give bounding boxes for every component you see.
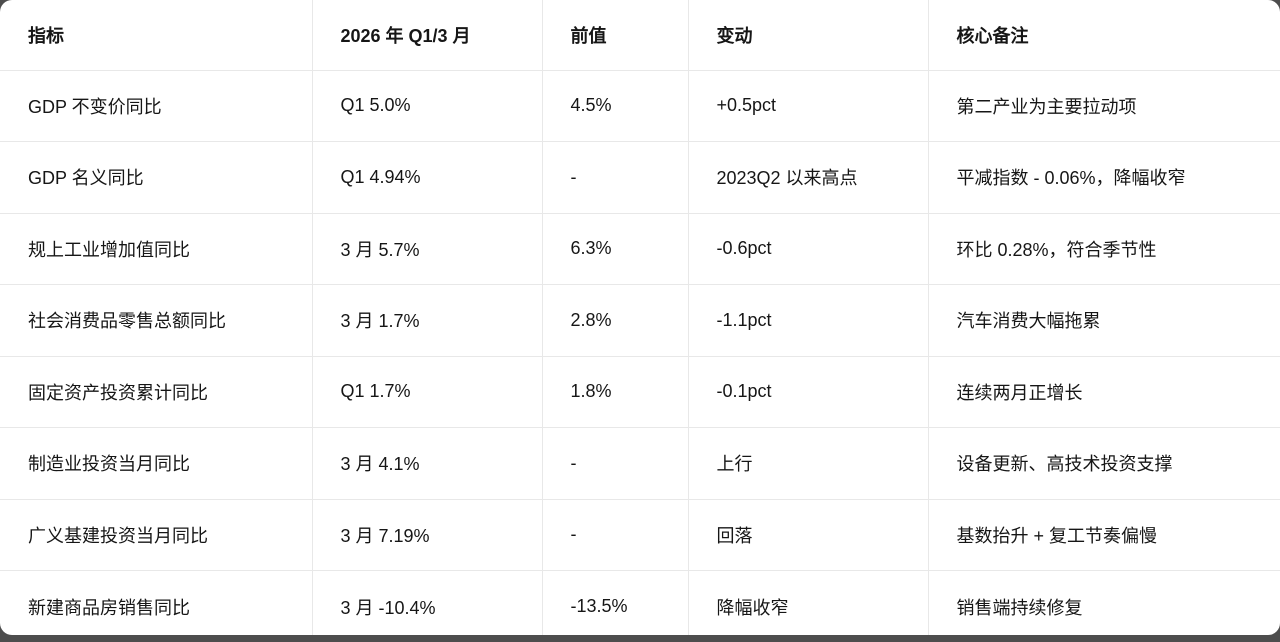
table-cell-change: 上行 — [688, 427, 929, 500]
table-cell-previous: - — [542, 141, 689, 214]
table-cell-note: 基数抬升 + 复工节奏偏慢 — [928, 499, 1280, 571]
table-row: 规上工业增加值同比 3 月 5.7% 6.3% -0.6pct 环比 0.28%，符合季… — [0, 213, 1280, 285]
table-cell-period_value: Q1 5.0% — [312, 70, 543, 142]
table-body: GDP 不变价同比 Q1 5.0% 4.5% +0.5pct 第二产业为主要拉动项 GDP… — [0, 70, 1280, 635]
table-cell-note: 平减指数 - 0.06%，降幅收窄 — [928, 141, 1280, 214]
table-cell-previous: 2.8% — [542, 284, 689, 357]
table-cell-note: 连续两月正增长 — [928, 356, 1280, 428]
table-cell-previous: 6.3% — [542, 213, 689, 285]
column-header-change: 变动 — [688, 0, 929, 71]
table-cell-indicator: 规上工业增加值同比 — [0, 213, 313, 285]
table-row: GDP 名义同比 Q1 4.94% -2023Q2 以来高点 平减指数 - 0.06%… — [0, 141, 1280, 214]
table-cell-period_value: Q1 4.94% — [312, 141, 543, 214]
table-cell-change: +0.5pct — [688, 70, 929, 142]
table-cell-period_value: Q1 1.7% — [312, 356, 543, 428]
table-cell-indicator: 广义基建投资当月同比 — [0, 499, 313, 571]
table-cell-previous: -13.5% — [542, 570, 689, 635]
table-cell-period_value: 3 月 -10.4% — [312, 570, 543, 635]
table-row: 新建商品房销售同比 3 月 -10.4% -13.5% 降幅收窄 销售端持续修复 — [0, 570, 1280, 635]
table-cell-indicator: GDP 不变价同比 — [0, 70, 313, 142]
table-cell-note: 汽车消费大幅拖累 — [928, 284, 1280, 357]
table-row: 广义基建投资当月同比 3 月 7.19% - 回落 基数抬升 + 复工节奏偏慢 — [0, 499, 1280, 571]
table-cell-period_value: 3 月 4.1% — [312, 427, 543, 500]
table-cell-indicator: 固定资产投资累计同比 — [0, 356, 313, 428]
table-cell-indicator: 新建商品房销售同比 — [0, 570, 313, 635]
table-row: 制造业投资当月同比 3 月 4.1% - 上行 设备更新、高技术投资支撑 — [0, 427, 1280, 500]
table-cell-note: 环比 0.28%，符合季节性 — [928, 213, 1280, 285]
table-cell-note: 设备更新、高技术投资支撑 — [928, 427, 1280, 500]
table-cell-change: 2023Q2 以来高点 — [688, 141, 929, 214]
table-cell-previous: - — [542, 499, 689, 571]
table-cell-period_value: 3 月 7.19% — [312, 499, 543, 571]
table-cell-previous: 4.5% — [542, 70, 689, 142]
table-cell-change: -1.1pct — [688, 284, 929, 357]
table-cell-indicator: 制造业投资当月同比 — [0, 427, 313, 500]
column-header-indicator: 指标 — [0, 0, 313, 71]
table-cell-change: -0.1pct — [688, 356, 929, 428]
column-header-previous: 前值 — [542, 0, 689, 71]
table-cell-note: 销售端持续修复 — [956, 597, 1083, 618]
table-cell-change: -0.6pct — [688, 213, 929, 285]
column-header-period-value: 2026 年 Q1/3 月 — [312, 0, 543, 71]
table-cell-change: 降幅收窄 — [688, 570, 929, 635]
column-header-note: 核心备注 — [928, 0, 1280, 71]
table-cell-indicator: GDP 名义同比 — [0, 141, 313, 214]
table-cell-previous: 1.8% — [542, 356, 689, 428]
table-cell-change: 回落 — [688, 499, 929, 571]
table-row: 固定资产投资累计同比 Q1 1.7% 1.8% -0.1pct 连续两月正增长 — [0, 356, 1280, 428]
table-cell-period_value: 3 月 1.7% — [312, 284, 543, 357]
table-row: GDP 不变价同比 Q1 5.0% 4.5% +0.5pct 第二产业为主要拉动项 — [0, 70, 1280, 142]
table-cell-previous: - — [542, 427, 689, 500]
header-row: 指标 2026 年 Q1/3 月 前值 变动 核心备注 — [0, 0, 1280, 71]
table-cell-period_value: 3 月 5.7% — [312, 213, 543, 285]
table-cell-note: 第二产业为主要拉动项 — [928, 70, 1280, 142]
table-row: 社会消费品零售总额同比 3 月 1.7% 2.8% -1.1pct 汽车消费大幅拖累 — [0, 284, 1280, 357]
table-cell-indicator: 社会消费品零售总额同比 — [0, 284, 313, 357]
